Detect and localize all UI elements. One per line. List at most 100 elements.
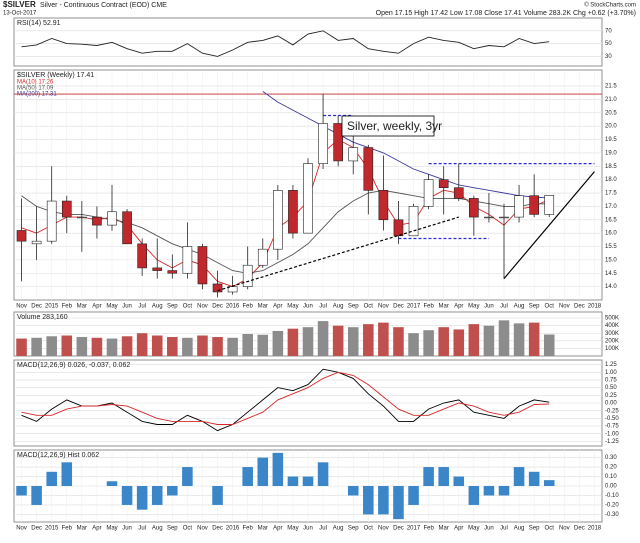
legend-entry: MA(200) 17.31 — [17, 92, 57, 98]
x-tick-label: Nov — [197, 304, 208, 310]
x-tick-label: May — [287, 304, 298, 310]
x-tick-label: Sep — [348, 304, 359, 310]
y-tick-label: -0.25 — [605, 408, 619, 414]
x-tick-label: May — [468, 526, 479, 532]
x-tick-label: Jul — [500, 304, 508, 310]
bar — [468, 324, 480, 356]
y-tick-label: 14.5 — [605, 271, 617, 277]
y-tick-label: 15.5 — [605, 244, 617, 250]
y-tick-label: 0.75 — [605, 378, 617, 384]
x-tick-label: Aug — [333, 304, 344, 310]
x-tick-label: Oct — [364, 304, 374, 310]
bar — [106, 481, 118, 486]
x-tick-label: Aug — [514, 526, 525, 532]
x-tick-label: 2015 — [45, 304, 59, 310]
bar — [483, 325, 495, 356]
x-tick-label: Mar — [77, 526, 87, 532]
annotation-box — [341, 115, 435, 137]
bar — [347, 327, 359, 356]
bar — [317, 462, 329, 486]
x-tick-label: Jun — [122, 304, 132, 310]
candle-body — [257, 248, 268, 266]
bar — [393, 327, 404, 356]
x-tick-label: Nov — [16, 304, 27, 310]
bar — [378, 486, 389, 515]
x-tick-label: Nov — [16, 526, 27, 532]
candle-body — [152, 267, 163, 271]
bar — [76, 337, 88, 356]
x-tick-label: Apr — [454, 526, 463, 532]
bar — [453, 329, 465, 356]
candle-body — [469, 198, 479, 218]
bar — [302, 476, 314, 486]
y-tick-label: -0.20 — [605, 503, 619, 509]
date: 13-Oct-2017 — [3, 11, 37, 17]
candle-body — [16, 230, 27, 242]
bar — [438, 327, 449, 356]
bar — [121, 486, 133, 505]
candle-body — [529, 195, 539, 215]
x-tick-label: Jun — [303, 526, 313, 532]
candle-body — [393, 219, 404, 237]
y-tick-label: 18.5 — [605, 164, 617, 170]
y-tick-label: 0.10 — [605, 474, 617, 480]
y-tick-label: -0.75 — [605, 424, 619, 430]
bar — [287, 476, 299, 486]
x-tick-label: Jun — [484, 304, 494, 310]
bar — [408, 486, 419, 505]
bar — [453, 476, 465, 486]
y-tick-label: 0.00 — [605, 484, 617, 490]
bar — [317, 321, 329, 356]
bar — [363, 486, 374, 515]
x-tick-label: Dec — [31, 526, 42, 532]
x-tick-label: Feb — [243, 304, 254, 310]
y-tick-label: -1.00 — [605, 431, 619, 437]
y-tick-label: 50 — [605, 41, 612, 47]
candle-body — [499, 216, 509, 219]
candle-body — [212, 283, 223, 293]
bar — [182, 337, 193, 356]
credit: © StockCharts.com — [584, 2, 636, 9]
x-tick-label: Apr — [454, 304, 463, 310]
x-tick-label: Mar — [77, 304, 87, 310]
bar — [438, 467, 449, 486]
legend-entry: MA(50) 17.09 — [17, 86, 54, 92]
bar — [16, 338, 27, 356]
x-tick-label: 2017 — [407, 526, 421, 532]
candle-body — [61, 200, 72, 218]
y-tick-label: 0.25 — [605, 393, 617, 399]
bar — [212, 337, 223, 356]
bar — [528, 322, 540, 356]
x-tick-label: Nov — [197, 526, 208, 532]
bar — [31, 337, 42, 356]
x-tick-label: Aug — [152, 304, 163, 310]
candle-body — [107, 211, 117, 226]
x-tick-label: Dec — [212, 526, 223, 532]
x-tick-label: May — [287, 526, 298, 532]
y-tick-label: -0.30 — [605, 512, 619, 518]
quote: Open 17.15 High 17.42 Low 17.08 Close 17… — [376, 10, 636, 17]
x-tick-label: May — [106, 526, 117, 532]
x-tick-label: Dec — [574, 304, 585, 310]
x-tick-label: Oct — [545, 304, 555, 310]
candle-body — [242, 264, 253, 287]
y-tick-label: -0.50 — [605, 416, 619, 422]
x-tick-label: Aug — [333, 526, 344, 532]
x-tick-label: Mar — [439, 304, 449, 310]
bar — [46, 471, 57, 486]
bar — [513, 467, 525, 486]
bar — [272, 330, 284, 356]
bar — [468, 486, 480, 505]
x-tick-label: Feb — [243, 526, 254, 532]
bar — [513, 323, 525, 356]
x-tick-label: Jul — [138, 526, 146, 532]
candle-body — [46, 200, 57, 242]
bar — [61, 335, 73, 356]
bar — [151, 486, 163, 505]
x-tick-label: Apr — [92, 526, 101, 532]
x-tick-label: Sep — [167, 526, 178, 532]
y-tick-label: 0.20 — [605, 465, 617, 471]
bar — [332, 325, 344, 356]
y-tick-label: 16.5 — [605, 217, 617, 223]
x-tick-label: Dec — [212, 304, 223, 310]
